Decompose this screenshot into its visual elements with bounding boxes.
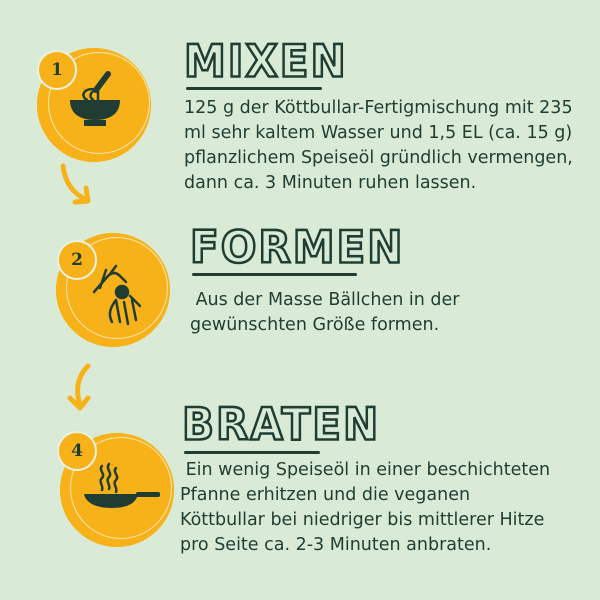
step-badge: 1 [37, 50, 77, 90]
step-description: Ein wenig Speiseöl in einer beschichtete… [180, 460, 551, 555]
step-badge: 4 [57, 431, 97, 471]
hands-rolling-icon [92, 264, 142, 326]
step-description: Aus der Masse Bällchen in der gewünschte… [190, 290, 460, 335]
arrow-down-icon [60, 163, 91, 205]
circle-ring [70, 437, 172, 539]
step-title: MIXEN [183, 35, 348, 88]
step-title: FORMEN [189, 221, 405, 274]
step-description: 125 g der Köttbullar-Fertigmischung mit … [184, 98, 573, 193]
step-title: BRATEN [181, 398, 381, 451]
whisk-bowl-icon [70, 71, 120, 126]
frying-pan-icon [84, 462, 160, 508]
arrow-down-icon [67, 363, 91, 411]
title-underline [184, 451, 320, 454]
circle-ring [66, 237, 168, 339]
circle-ring [48, 52, 150, 154]
title-underline [192, 273, 357, 276]
step-badge: 2 [57, 240, 97, 280]
title-underline [186, 87, 322, 90]
